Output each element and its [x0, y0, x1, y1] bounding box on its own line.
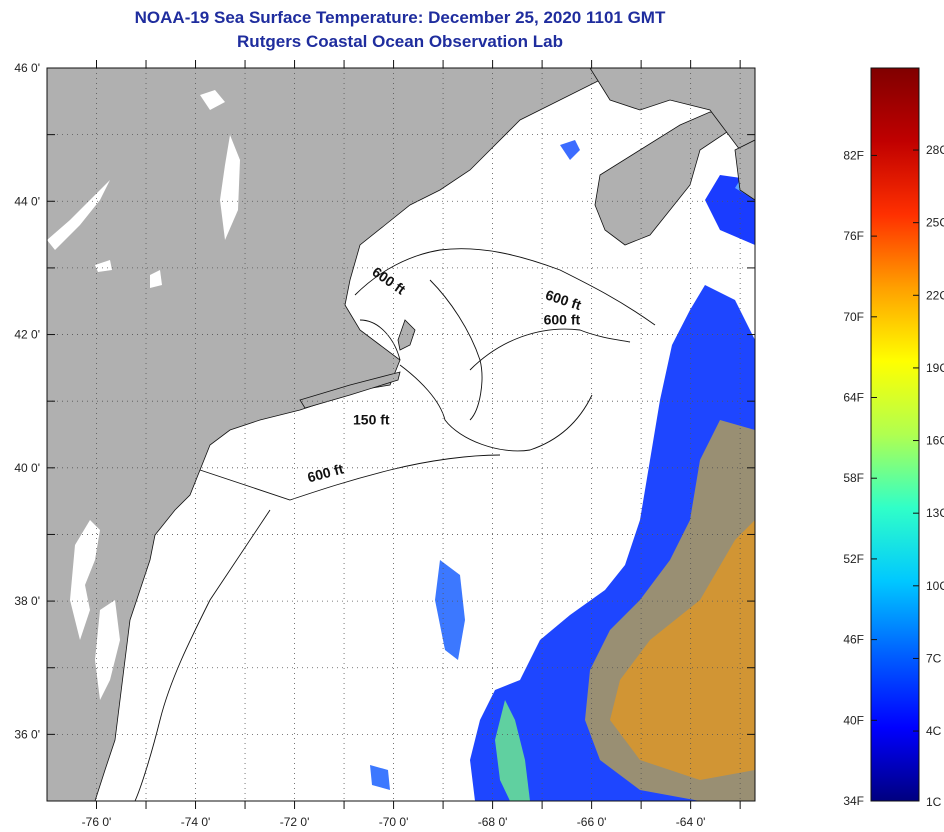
colorbar-c-label: 7C: [926, 651, 942, 665]
inland-water: [47, 90, 240, 700]
lat-tick-label: 38 0': [14, 594, 40, 608]
graticule: [47, 68, 755, 801]
colorbar-f-label: 34F: [843, 794, 864, 808]
colorbar-f-label: 46F: [843, 633, 864, 647]
colorbar-c-label: 19C: [926, 361, 944, 375]
colorbar-f-label: 58F: [843, 471, 864, 485]
land: [47, 68, 755, 801]
lat-tick-label: 36 0': [14, 727, 40, 741]
contour-label: 600 ft: [544, 312, 581, 328]
colorbar-c-label: 16C: [926, 434, 944, 448]
colorbar-c-label: 4C: [926, 724, 942, 738]
colorbar-c-label: 1C: [926, 795, 942, 809]
lon-tick-label: -66 0': [577, 815, 607, 829]
bathymetry-contours: [134, 248, 656, 801]
fahrenheit-scale: 82F 76F 70F 64F 58F 52F 46F 40F 34F: [843, 148, 877, 808]
lon-tick-label: -76 0': [82, 815, 112, 829]
map-title: NOAA-19 Sea Surface Temperature: Decembe…: [134, 8, 666, 27]
colorbar-c-label: 10C: [926, 579, 944, 593]
colorbar-ramp: [870, 67, 920, 802]
temperature-colorbar: 82F 76F 70F 64F 58F 52F 46F 40F 34F 28C 25C 22C 19C…: [843, 67, 944, 809]
lat-tick-label: 46 0': [14, 61, 40, 75]
colorbar-f-label: 52F: [843, 552, 864, 566]
lon-tick-label: -64 0': [676, 815, 706, 829]
celsius-scale: 28C 25C 22C 19C 16C 13C 10C 7C 4C 1C: [913, 143, 944, 809]
sst-map: 46 0' 44 0' 42 0' 40 0' 38 0' 36 0' -76 0' -74…: [14, 60, 756, 829]
map-frame: [46, 67, 756, 802]
colorbar-c-label: 28C: [926, 143, 944, 157]
colorbar-f-label: 64F: [843, 391, 864, 405]
colorbar-f-label: 82F: [843, 148, 864, 162]
lon-tick-label: -68 0': [478, 815, 508, 829]
colorbar-f-label: 76F: [843, 229, 864, 243]
lon-tick-label: -74 0': [181, 815, 211, 829]
lat-tick-label: 40 0': [14, 461, 40, 475]
lat-tick-label: 44 0': [14, 194, 40, 208]
colorbar-c-label: 13C: [926, 506, 944, 520]
lon-tick-label: -72 0': [280, 815, 310, 829]
lat-tick-label: 42 0': [14, 328, 40, 342]
longitude-axis: -76 0' -74 0' -72 0' -70 0' -68 0' -66 0' -64 …: [82, 60, 741, 829]
colorbar-f-label: 40F: [843, 713, 864, 727]
lon-tick-label: -70 0': [379, 815, 409, 829]
colorbar-f-label: 70F: [843, 310, 864, 324]
colorbar-c-label: 22C: [926, 288, 944, 302]
contour-label: 150 ft: [353, 412, 390, 428]
sst-swath: [370, 140, 755, 801]
map-subtitle: Rutgers Coastal Ocean Observation Lab: [237, 32, 563, 51]
colorbar-c-label: 25C: [926, 216, 944, 230]
latitude-axis: 46 0' 44 0' 42 0' 40 0' 38 0' 36 0': [14, 61, 755, 741]
